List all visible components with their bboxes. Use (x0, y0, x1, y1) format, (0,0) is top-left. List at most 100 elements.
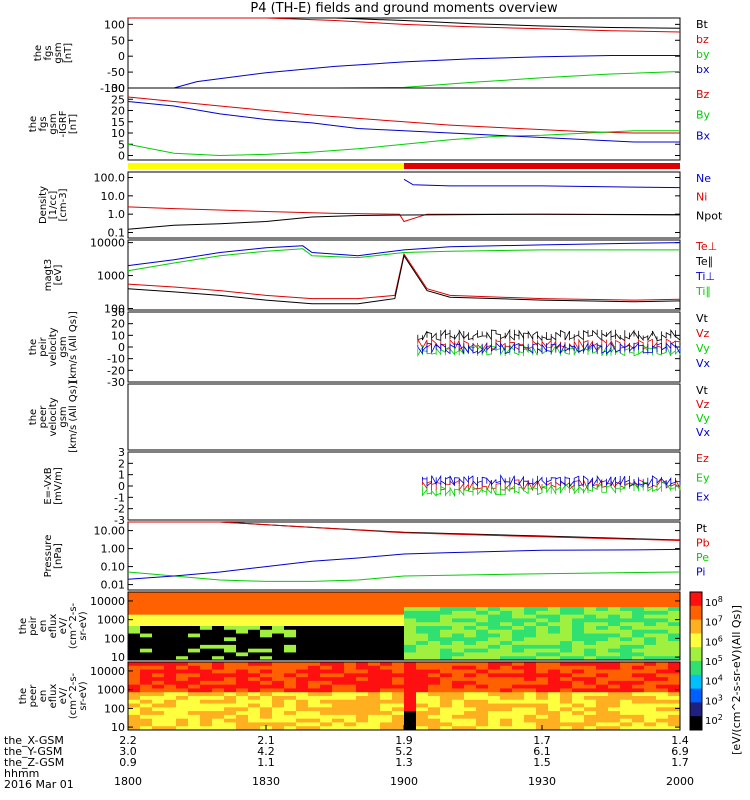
spectrogram-cell (404, 607, 417, 612)
spectrogram-cell (428, 607, 441, 612)
y-axis-label: E=-VxB (43, 467, 54, 504)
spectrogram-cell (140, 699, 153, 705)
spectrogram-cell (608, 714, 621, 720)
spectrogram-cell (368, 669, 381, 674)
spectrogram-cell (428, 718, 441, 723)
spectrogram-cell (560, 665, 573, 671)
spectrogram-cell (572, 603, 585, 608)
spectrogram-cell (404, 595, 417, 601)
y-tick-label: 30 (111, 306, 125, 319)
spectrogram-cell (356, 618, 369, 623)
spectrogram-cell (632, 673, 645, 678)
time-unit-label: hhmm (4, 767, 39, 780)
spectrogram-cell (476, 610, 489, 616)
spectrogram-cell (548, 684, 561, 689)
spectrogram-cell (632, 599, 645, 604)
y-axis-label: Pressure (43, 535, 54, 578)
spectrogram-cell (188, 669, 201, 674)
spectrogram-cell (332, 692, 345, 697)
spectrogram-cell (188, 633, 201, 638)
spectrogram-cell (296, 622, 309, 627)
spectrogram-cell (668, 726, 681, 731)
spectrogram-cell (644, 641, 657, 646)
spectrogram-cell (308, 633, 321, 638)
spectrogram-cell (224, 595, 237, 601)
spectrogram-cell (668, 595, 681, 601)
legend-Vy: Vy (696, 412, 710, 425)
spectrogram-cell (464, 610, 477, 616)
spectrogram-cell (188, 684, 201, 689)
spectrogram-cell (488, 714, 501, 720)
spectrogram-cell (212, 610, 225, 616)
spectrogram-cell (452, 629, 465, 635)
spectrogram-cell (524, 626, 537, 631)
spectrogram-cell (140, 610, 153, 616)
spectrogram-cell (668, 662, 681, 667)
spectrogram-cell (404, 699, 417, 705)
spectrogram-cell (452, 688, 465, 693)
spectrogram-cell (488, 599, 501, 604)
spectrogram-cell (572, 696, 585, 701)
spectrogram-cell (440, 680, 453, 686)
spectrogram-cell (440, 629, 453, 635)
spectrogram-cell (632, 592, 645, 597)
spectrogram-cell (152, 696, 165, 701)
spectrogram-cell (164, 599, 177, 604)
spectrogram-cell (620, 680, 633, 686)
spectrogram-cell (668, 592, 681, 597)
spectrogram-cell (524, 607, 537, 612)
spectrogram-cell (524, 680, 537, 686)
spectrogram-cell (284, 644, 297, 650)
spectrogram-cell (380, 665, 393, 671)
spectrogram-cell (368, 641, 381, 646)
spectrogram-cell (572, 692, 585, 697)
spectrogram-cell (236, 726, 249, 731)
spectrogram-cell (524, 652, 537, 657)
spectrogram-cell (236, 699, 249, 705)
y-axis-label: gsm (48, 113, 59, 134)
spectrogram-cell (596, 703, 609, 708)
spectrogram-cell (140, 626, 153, 631)
spectrogram-cell (548, 696, 561, 701)
spectrogram-cell (188, 599, 201, 604)
spectrogram-cell (656, 696, 669, 701)
spectrogram-cell (668, 680, 681, 686)
spectrogram-cell (308, 722, 321, 727)
spectrogram-cell (488, 662, 501, 667)
colorbar-tick-exponent: 6 (718, 634, 723, 643)
spectrogram-cell (560, 641, 573, 646)
spectrogram-cell (488, 707, 501, 712)
spectrogram-cell (596, 648, 609, 653)
spectrogram-cell (152, 718, 165, 723)
spectrogram-cell (260, 707, 273, 712)
ephemeris-value: 4.2 (257, 745, 275, 758)
spectrogram-cell (572, 726, 585, 731)
spectrogram-cell (620, 692, 633, 697)
y-axis-label: fgs (43, 45, 54, 60)
spectrogram-cell (560, 592, 573, 597)
spectrogram-cell (524, 629, 537, 635)
spectrogram-cell (476, 637, 489, 642)
spectrogram-cell (644, 633, 657, 638)
spectrogram-cell (332, 696, 345, 701)
spectrogram-cell (344, 711, 357, 716)
spectrogram-cell (392, 595, 405, 601)
spectrogram-cell (380, 707, 393, 712)
spectrogram-cell (656, 665, 669, 671)
spectrogram-cell (200, 592, 213, 597)
spectrogram-cell (536, 673, 549, 678)
spectrogram-cell (260, 652, 273, 657)
spectrogram-cell (320, 669, 333, 674)
spectrogram-cell (380, 629, 393, 635)
spectrogram-cell (464, 669, 477, 674)
spectrogram-cell (512, 610, 525, 616)
spectrogram-cell (164, 696, 177, 701)
spectrogram-cell (296, 641, 309, 646)
spectrogram-cell (488, 677, 501, 682)
legend-bx: bx (696, 63, 710, 76)
spectrogram-cell (500, 707, 513, 712)
spectrogram-cell (164, 622, 177, 627)
spectrogram-cell (476, 688, 489, 693)
spectrogram-cell (464, 595, 477, 601)
spectrogram-cell (320, 618, 333, 623)
